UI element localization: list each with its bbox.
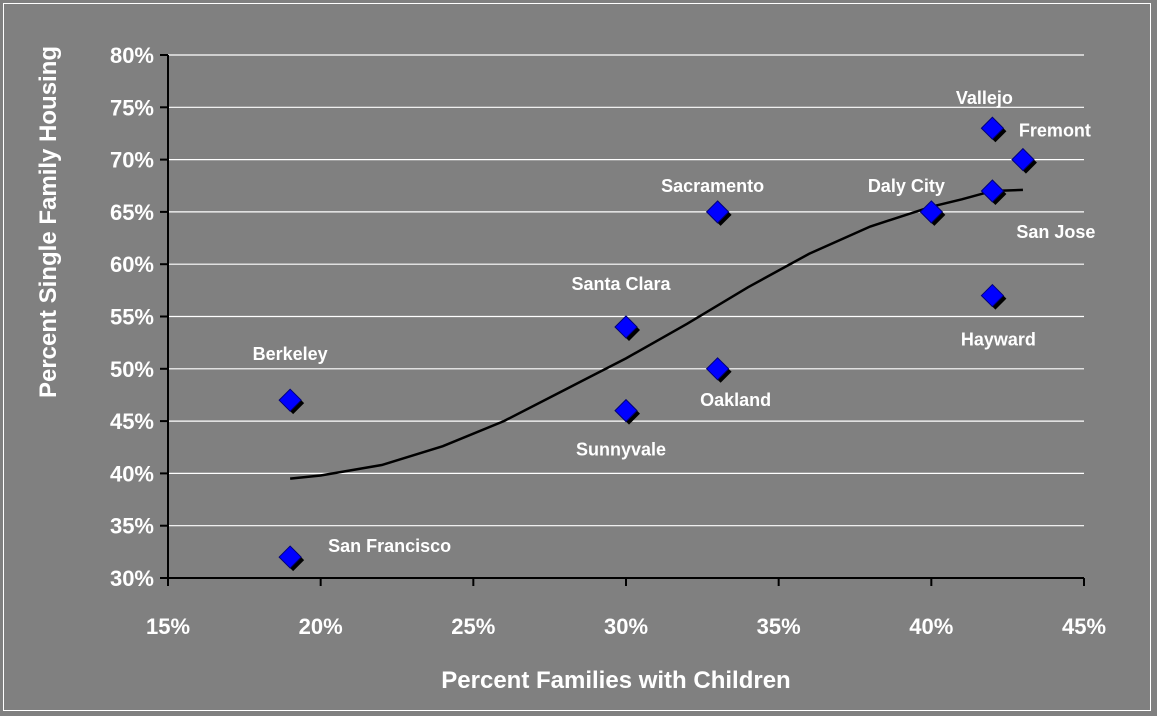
data-point-marker: [614, 315, 638, 339]
data-point-marker: [919, 200, 944, 224]
data-point-marker: [1011, 147, 1035, 172]
x-tick-label: 30%: [604, 614, 648, 639]
data-point-label: Fremont: [1019, 121, 1091, 141]
y-tick-label: 45%: [110, 409, 154, 434]
data-point-label: Vallejo: [956, 88, 1013, 108]
y-tick-label: 70%: [110, 148, 154, 173]
data-point-label: Sunnyvale: [576, 440, 666, 460]
data-point-label: Daly City: [868, 176, 945, 196]
x-tick-label: 40%: [909, 614, 953, 639]
data-point-label: Santa Clara: [571, 274, 671, 294]
y-tick-label: 50%: [110, 357, 154, 382]
chart-frame: [3, 3, 1151, 711]
y-tick-label: 60%: [110, 252, 154, 277]
y-tick-label: 30%: [110, 566, 154, 591]
x-tick-label: 45%: [1062, 614, 1106, 639]
y-tick-label: 35%: [110, 514, 154, 539]
grid-lines: [168, 54, 1084, 527]
x-axis-ticks: 15% 20% 25% 30% 35% 40% 45%: [146, 578, 1106, 639]
x-tick-label: 20%: [299, 614, 343, 639]
y-tick-label: 40%: [110, 461, 154, 486]
data-point-marker: [278, 545, 302, 569]
data-point-label: San Jose: [1016, 222, 1095, 242]
data-point-label: Berkeley: [253, 344, 328, 364]
y-tick-label: 65%: [110, 200, 154, 225]
data-point-marker: [980, 179, 1005, 203]
trendline: [290, 188, 1023, 480]
data-point-label: San Francisco: [328, 536, 451, 556]
data-point-marker: [705, 357, 730, 381]
data-point-marker: [614, 398, 638, 423]
data-point-marker: [278, 388, 302, 412]
y-tick-label: 75%: [110, 95, 154, 120]
y-axis-ticks: 30% 35% 40% 45% 50% 55% 60% 65% 70% 75% 80%: [110, 43, 168, 591]
data-point-label: Oakland: [700, 390, 771, 410]
y-axis-title: Percent Single Family Housing: [35, 46, 62, 398]
x-tick-label: 25%: [451, 614, 495, 639]
x-axis-title: Percent Families with Children: [441, 667, 790, 694]
x-tick-label: 15%: [146, 614, 190, 639]
data-point-marker: [980, 116, 1005, 140]
data-point-marker: [705, 200, 730, 224]
data-point-marker: [980, 283, 1005, 308]
y-tick-label: 80%: [110, 43, 154, 68]
x-tick-label: 35%: [757, 614, 801, 639]
data-point-label: Hayward: [961, 330, 1036, 350]
data-points: Berkeley San Francisco Santa Clara Sunnyval…: [253, 88, 1095, 572]
data-point-label: Sacramento: [661, 176, 764, 196]
y-tick-label: 55%: [110, 305, 154, 330]
